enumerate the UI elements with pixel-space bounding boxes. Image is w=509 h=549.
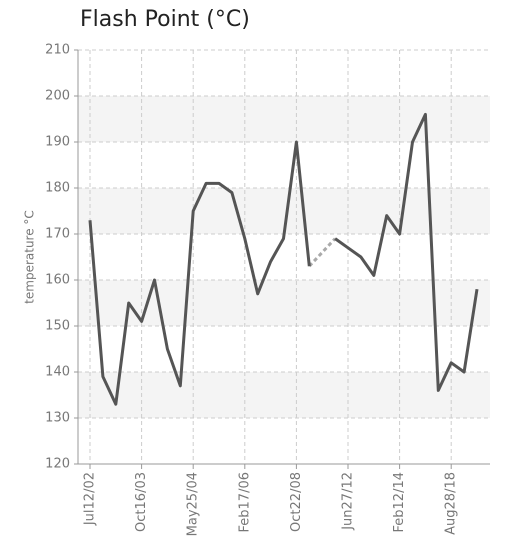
x-tick-label: Jun27/12 [341, 472, 356, 531]
y-tick-label: 190 [45, 135, 70, 150]
gap-connector [308, 237, 337, 268]
x-tick-label: Oct16/03 [134, 472, 149, 532]
x-tick-label: Feb12/14 [392, 472, 407, 532]
y-tick-label: 130 [45, 411, 70, 426]
y-tick-label: 120 [45, 457, 70, 472]
grid-band [78, 96, 490, 142]
y-tick-label: 150 [45, 319, 70, 334]
x-tick-label: May25/04 [186, 472, 201, 536]
y-tick-label: 180 [45, 181, 70, 196]
line-series [334, 112, 479, 392]
line-series [88, 140, 311, 406]
y-tick-label: 210 [45, 43, 70, 58]
y-tick-label: 160 [45, 273, 70, 288]
y-tick-label: 170 [45, 227, 70, 242]
grid-band [78, 372, 490, 418]
x-tick-label: Oct22/08 [289, 472, 304, 532]
y-axis-label: temperature °C [23, 210, 37, 304]
x-tick-label: Jul12/02 [83, 472, 98, 526]
y-tick-label: 200 [45, 89, 70, 104]
chart-title: Flash Point (°C) [80, 7, 250, 32]
y-tick-label: 140 [45, 365, 70, 380]
x-tick-label: Feb17/06 [237, 472, 252, 532]
x-tick-label: Aug28/18 [444, 472, 459, 535]
